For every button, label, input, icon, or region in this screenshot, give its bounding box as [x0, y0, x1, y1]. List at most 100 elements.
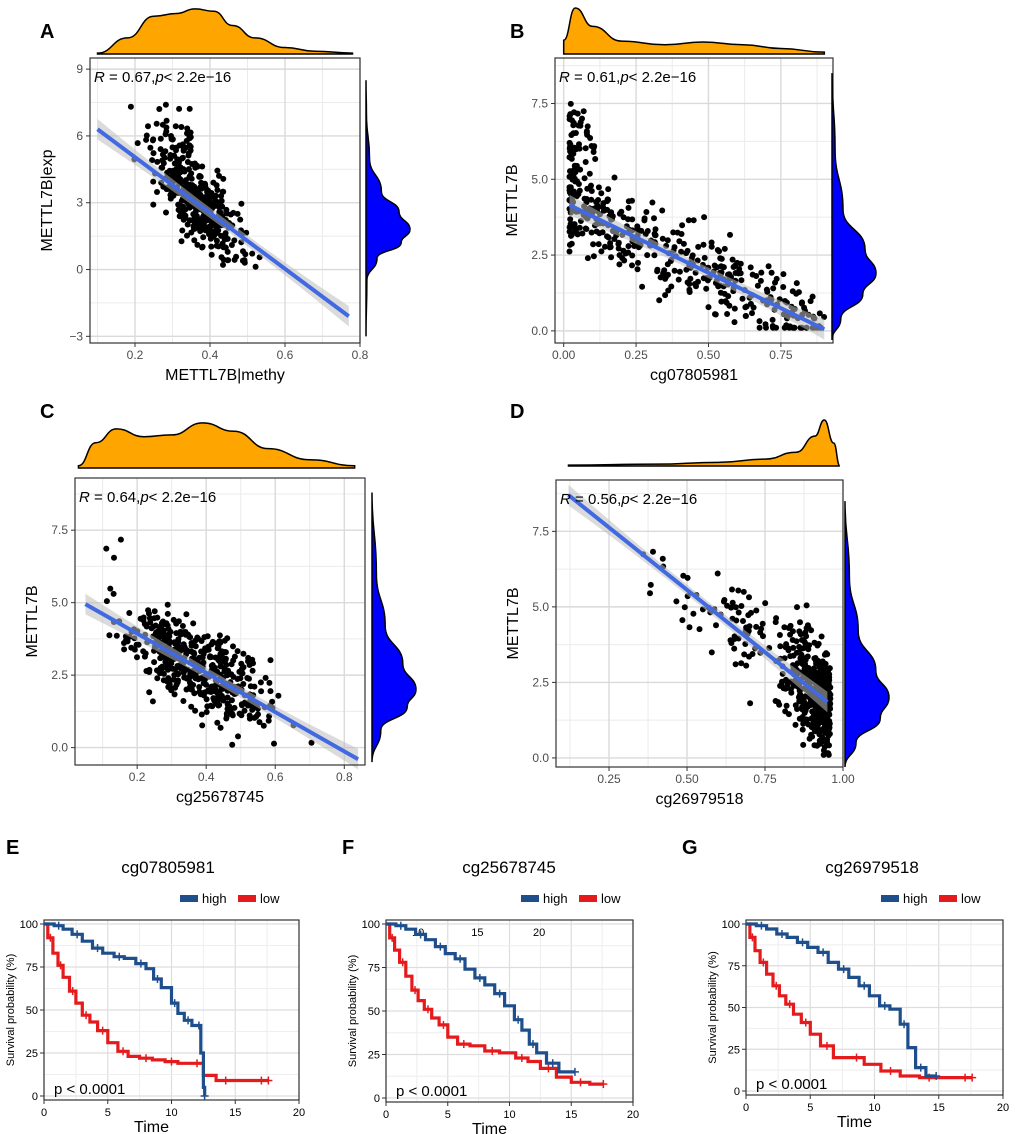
data-point [772, 619, 779, 626]
data-point [135, 641, 142, 648]
data-point [792, 721, 799, 728]
km-x-tick-label: 10 [868, 1102, 880, 1114]
y-axis-label: METTL7B|exp [39, 149, 56, 251]
r-symbol: R [94, 69, 105, 86]
data-point [675, 276, 682, 283]
data-point [821, 737, 827, 744]
legend-swatch-low [939, 895, 957, 902]
km-panel-e: cg07805981 high low 0 5 10 15 20 0 25 50 75 100 Time S… [5, 858, 305, 1134]
data-point [739, 295, 746, 302]
data-point [787, 686, 794, 693]
data-point [208, 228, 214, 235]
data-point [696, 626, 703, 633]
km-x-axis-label: Time [837, 1114, 872, 1131]
km-y-tick-label: 25 [728, 1044, 740, 1056]
data-point [203, 696, 210, 703]
x-tick-label: 0.25 [597, 772, 621, 786]
km-y-tick-label: 0 [32, 1091, 38, 1103]
data-point [625, 198, 632, 205]
data-point [166, 678, 173, 685]
data-point [825, 751, 832, 758]
data-point [570, 174, 577, 180]
data-point [271, 740, 277, 747]
data-point [763, 286, 770, 293]
data-point [726, 302, 733, 309]
data-point [815, 721, 821, 728]
km-y-tick-label: 75 [26, 962, 38, 974]
data-point [154, 158, 161, 165]
data-point [174, 663, 181, 669]
r-symbol: R [79, 489, 90, 506]
data-point [712, 311, 719, 318]
km-title: cg07805981 [121, 858, 215, 877]
data-point [196, 172, 203, 179]
data-point [154, 675, 161, 682]
data-point [570, 122, 577, 129]
data-point [686, 624, 693, 631]
data-point [199, 243, 206, 250]
r-value: = 0.56, [571, 491, 621, 508]
data-point [161, 154, 168, 161]
data-point [224, 701, 231, 708]
data-point [783, 322, 790, 329]
x-axis-label: METTL7B|methy [165, 367, 285, 384]
x-tick-label: 0.00 [552, 348, 576, 362]
data-point [184, 125, 191, 132]
data-point [158, 164, 165, 171]
data-point [781, 624, 788, 631]
data-point [798, 697, 805, 703]
km-x-tick-label: 0 [743, 1102, 749, 1114]
data-point [588, 229, 595, 236]
data-point [164, 610, 171, 617]
data-point [182, 214, 189, 221]
panel-label-g: G [682, 837, 698, 859]
data-point [584, 131, 591, 138]
data-point [187, 670, 194, 677]
data-point [680, 572, 687, 579]
data-point [149, 157, 156, 164]
data-point [240, 681, 247, 687]
data-point [783, 702, 790, 709]
data-point [703, 285, 710, 292]
y-tick-label: 0.0 [51, 741, 68, 755]
data-point [199, 654, 206, 661]
data-point [796, 715, 803, 722]
right-density [844, 501, 890, 768]
data-point [620, 214, 627, 221]
x-tick-label: 0.50 [675, 772, 699, 786]
km-y-tick-label: 50 [368, 1006, 380, 1018]
data-point [164, 601, 171, 608]
data-point [176, 105, 183, 112]
data-point [651, 252, 658, 259]
data-point [147, 144, 154, 151]
data-point [149, 698, 156, 705]
data-point [745, 612, 752, 619]
plot-background [555, 58, 833, 343]
scatter-panel-c: 0.2 0.4 0.6 0.8 0.0 2.5 5.0 7.5 cg25678745 METTL7… [24, 422, 417, 806]
data-point [576, 224, 583, 231]
data-point [742, 304, 749, 311]
data-point [611, 174, 618, 181]
data-point [684, 247, 691, 254]
legend-swatch-high [180, 895, 198, 902]
data-point [235, 733, 241, 740]
data-point [735, 609, 742, 616]
data-point [195, 186, 202, 193]
km-x-tick-label: 10 [165, 1107, 177, 1119]
data-point [207, 654, 213, 661]
data-point [671, 244, 678, 251]
panel-label-f: F [342, 837, 354, 859]
data-point [214, 645, 221, 652]
data-point [791, 324, 797, 331]
p-value: < 2.2e−16 [630, 491, 698, 508]
data-point [584, 185, 591, 192]
data-point [172, 684, 179, 691]
data-point [213, 223, 220, 230]
data-point [566, 113, 573, 120]
r-symbol: R [560, 491, 571, 508]
data-point [188, 640, 195, 646]
top-density [567, 419, 841, 467]
data-point [162, 131, 169, 138]
data-point [228, 661, 235, 668]
